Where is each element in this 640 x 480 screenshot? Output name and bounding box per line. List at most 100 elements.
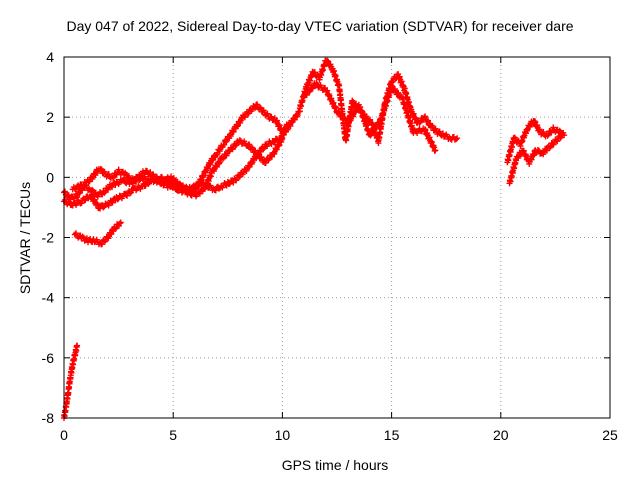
series-track-g [301,80,439,154]
data-point [339,112,346,119]
data-point [112,225,119,232]
data-point [74,194,81,201]
data-point [233,177,240,184]
data-point [546,144,553,151]
data-point [210,168,217,175]
y-tick-label: -4 [42,290,55,306]
y-tick-label: -2 [42,230,55,246]
data-point [189,188,196,195]
data-point [127,189,134,196]
x-tick-label: 25 [602,427,618,443]
data-point [116,220,123,227]
data-point [246,141,253,148]
data-point [93,200,100,207]
data-point [540,151,547,158]
data-point [138,173,145,180]
data-point [436,128,443,135]
data-point [131,177,138,184]
data-point [279,130,286,137]
data-point [391,85,398,92]
data-point [540,128,547,135]
data-point [143,168,150,175]
plot-frame [63,56,611,419]
y-tick-label: 4 [46,49,54,65]
data-point [117,219,124,226]
data-point [375,121,382,128]
data-point [162,178,169,185]
data-point [453,136,460,143]
data-point [196,190,203,197]
data-point [526,123,533,130]
data-point [395,89,402,96]
data-point [294,112,301,119]
data-point [227,132,234,139]
data-point [264,110,271,117]
data-point [97,165,104,172]
data-point [65,192,72,199]
data-point [105,171,112,178]
data-point [248,144,255,151]
data-point [89,186,96,193]
data-point [558,132,565,139]
data-point [246,163,253,170]
data-point [236,137,243,144]
data-point [174,178,181,185]
data-point [101,189,108,196]
data-point [100,204,107,211]
data-point [341,115,348,122]
data-point [153,175,160,182]
data-point [544,132,551,139]
data-point [554,138,561,145]
data-point [311,69,318,76]
data-point [291,116,298,123]
data-point [376,120,383,127]
data-point [303,92,310,99]
data-point [216,159,223,166]
data-point [88,192,95,199]
data-point [285,120,292,127]
data-point [97,205,104,212]
data-point [207,161,214,168]
y-tick-label: -6 [42,350,55,366]
grid [64,57,610,418]
x-tick-label: 15 [384,427,400,443]
data-point [109,174,116,181]
data-point [285,122,292,129]
series-track-f [296,57,461,147]
data-point [454,135,461,142]
data-point [73,230,80,237]
data-point [254,101,261,108]
data-point [108,231,115,238]
data-point [82,182,89,189]
data-point [543,147,550,154]
data-point [213,163,220,170]
data-point [268,113,275,120]
series-track-d [71,219,124,248]
y-tick-label: 2 [46,109,54,125]
data-point [389,78,396,85]
data-point [432,147,439,154]
data-point [109,184,116,191]
data-point [229,146,236,153]
data-point [425,117,431,124]
y-tick-label: -8 [42,410,55,426]
x-tick-label: 20 [493,427,509,443]
x-axis-label: GPS time / hours [281,457,389,473]
series-track-h [504,118,568,166]
data-point [150,171,157,178]
y-tick-label: 0 [46,169,54,185]
x-tick-label: 10 [275,427,291,443]
data-point [74,342,81,349]
data-point [416,119,423,126]
data-point [177,181,184,188]
data-point [76,190,83,197]
series-track-i [506,132,565,187]
data-point [230,128,237,135]
chart-title: Day 047 of 2022, Sidereal Day-to-day VTE… [66,18,574,34]
data-point [234,123,241,130]
data-point [219,155,226,162]
data-point [105,235,112,242]
data-point [243,167,250,174]
data-point [112,182,119,189]
data-points [61,57,568,421]
